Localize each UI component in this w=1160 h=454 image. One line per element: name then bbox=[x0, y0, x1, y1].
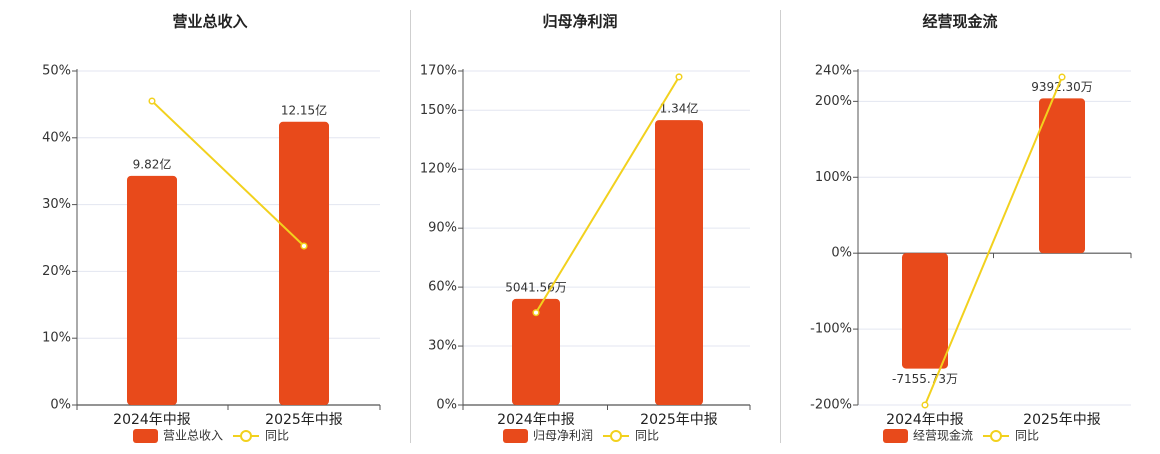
chart2-ytick-label: 30% bbox=[428, 339, 457, 354]
chart1-ytick-label: 20% bbox=[42, 264, 71, 279]
chart1-legend-line-label: 同比 bbox=[265, 429, 289, 443]
chart1-bar bbox=[279, 121, 329, 405]
chart3-legend-line-label: 同比 bbox=[1015, 429, 1039, 443]
chart1-title: 营业总收入 bbox=[172, 13, 247, 31]
chart2-legend-bar-label: 归母净利润 bbox=[533, 429, 593, 443]
chart3-yoy-point bbox=[921, 401, 929, 409]
chart3-ytick-label: 240% bbox=[815, 64, 852, 79]
chart3-yoy-point bbox=[1058, 73, 1066, 81]
chart2-ytick-label: 90% bbox=[428, 221, 457, 236]
chart1-ytick-label: 0% bbox=[50, 398, 71, 413]
chart3-ytick-label: 100% bbox=[815, 170, 852, 185]
chart3-legend-line-marker bbox=[990, 430, 1002, 442]
chart2-bar-label: 1.34亿 bbox=[660, 101, 699, 116]
chart3-ytick-label: -100% bbox=[810, 322, 852, 337]
chart1-category-label: 2025年中报 bbox=[265, 412, 343, 428]
chart1-legend-bar-swatch bbox=[133, 429, 158, 443]
chart2-bar-label: 5041.56万 bbox=[505, 280, 567, 294]
chart3-ytick-label: -200% bbox=[810, 398, 852, 413]
chart1-ytick-label: 50% bbox=[42, 64, 71, 79]
chart3-bar-label: -7155.73万 bbox=[892, 372, 958, 386]
chart3-ytick-label: 0% bbox=[831, 246, 852, 261]
chart1-legend-line-marker bbox=[240, 430, 252, 442]
chart2-bar bbox=[512, 298, 560, 405]
chart1-bar-label: 12.15亿 bbox=[281, 102, 327, 117]
chart1-ytick-label: 40% bbox=[42, 130, 71, 145]
chart2-ytick-label: 60% bbox=[428, 280, 457, 295]
chart3-category-label: 2024年中报 bbox=[886, 412, 964, 428]
chart3-legend-bar-swatch bbox=[883, 429, 908, 443]
chart1-yoy-line bbox=[151, 100, 305, 247]
chart2-ytick-label: 0% bbox=[436, 398, 457, 413]
chart2-category-label: 2024年中报 bbox=[497, 412, 575, 428]
chart2-ytick-label: 170% bbox=[420, 64, 457, 79]
chart2-ytick-label: 120% bbox=[420, 162, 457, 177]
chart2-ytick-label: 150% bbox=[420, 103, 457, 118]
chart2-category-label: 2025年中报 bbox=[640, 412, 718, 428]
chart2-title: 归母净利润 bbox=[542, 13, 617, 31]
chart2-legend-line-marker bbox=[610, 430, 622, 442]
chart1-ytick-label: 10% bbox=[42, 331, 71, 346]
chart3-ytick-label: 200% bbox=[815, 94, 852, 109]
chart1-bar-label: 9.82亿 bbox=[133, 156, 172, 171]
chart3-bar bbox=[1039, 98, 1085, 254]
chart1-bar bbox=[127, 175, 177, 405]
chart1-legend-bar-label: 营业总收入 bbox=[163, 429, 223, 443]
chart2-bar bbox=[655, 120, 703, 405]
chart3-yoy-line bbox=[924, 76, 1063, 406]
chart3-bar-label: 9392.30万 bbox=[1031, 80, 1093, 94]
panel-divider-2 bbox=[780, 10, 781, 443]
chart2-legend-line-label: 同比 bbox=[635, 429, 659, 443]
chart2-yoy-point bbox=[675, 73, 683, 81]
chart1-ytick-label: 30% bbox=[42, 197, 71, 212]
chart2-yoy-point bbox=[532, 309, 540, 317]
panel-divider-1 bbox=[410, 10, 411, 443]
chart3-title: 经营现金流 bbox=[922, 13, 997, 31]
chart3-bar bbox=[902, 253, 948, 369]
chart1-category-label: 2024年中报 bbox=[113, 412, 191, 428]
chart2-legend-bar-swatch bbox=[503, 429, 528, 443]
chart1-yoy-point bbox=[148, 97, 156, 105]
chart3-legend-bar-label: 经营现金流 bbox=[913, 428, 973, 443]
chart2-yoy-line bbox=[535, 76, 680, 314]
chart3-category-label: 2025年中报 bbox=[1023, 412, 1101, 428]
chart1-yoy-point bbox=[300, 242, 308, 250]
